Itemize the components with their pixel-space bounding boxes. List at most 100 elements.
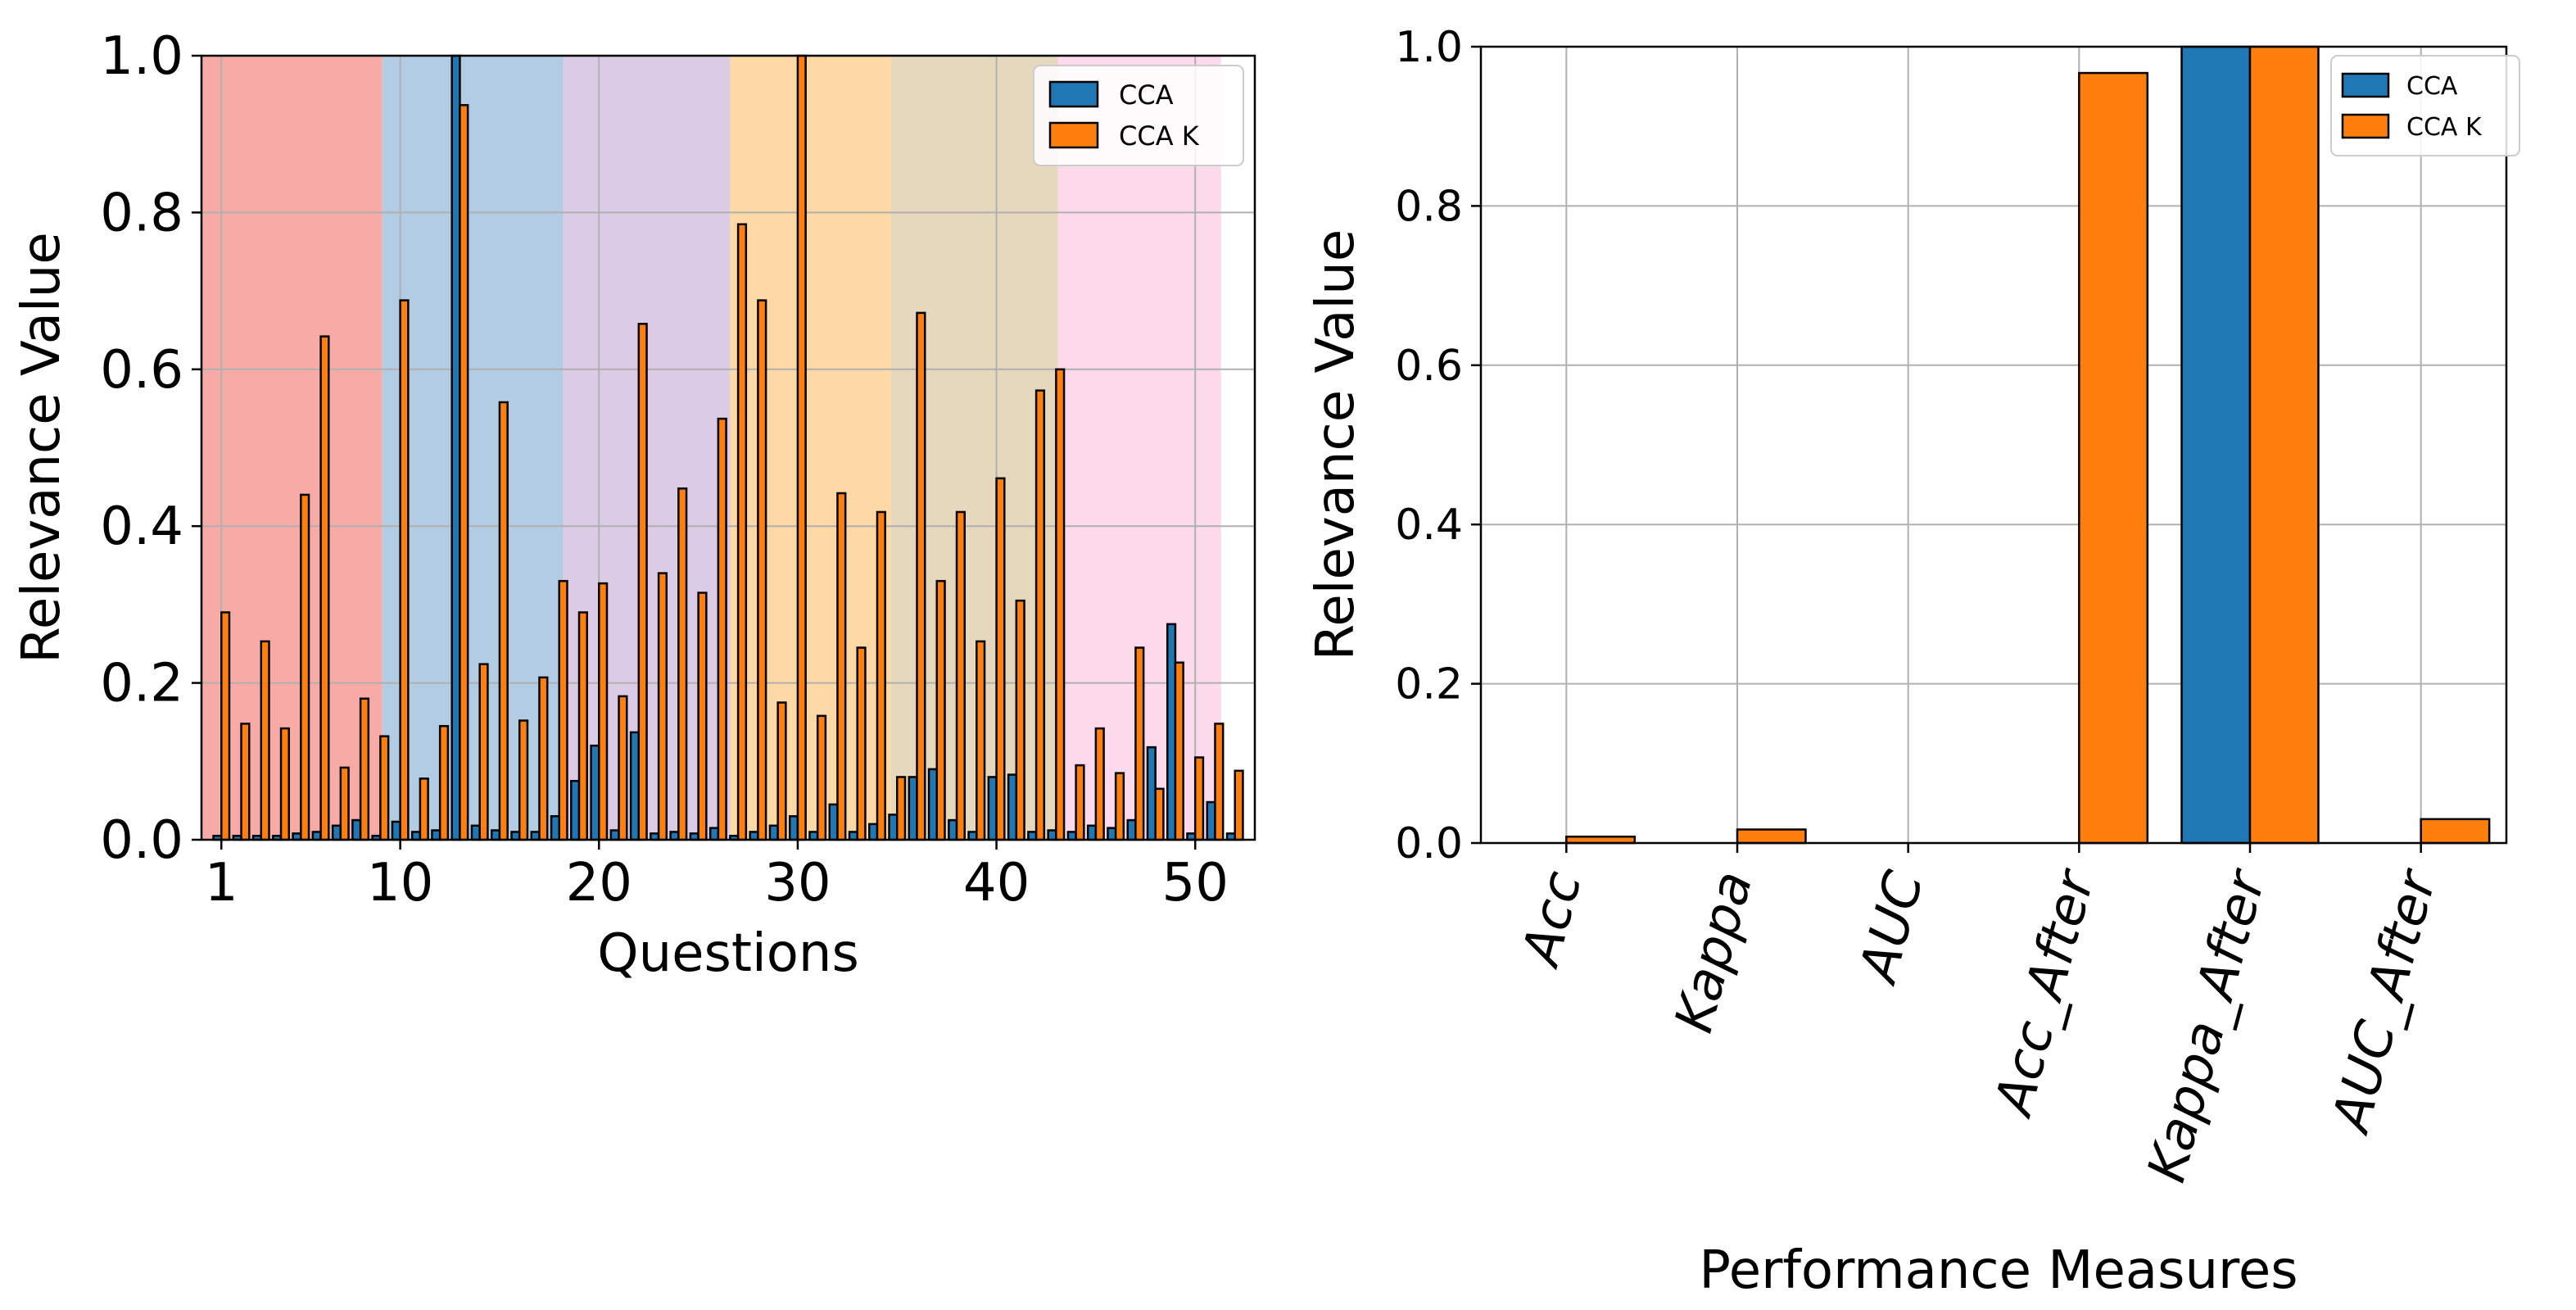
bar-cca-k <box>419 777 429 841</box>
legend-label: CCA K <box>1119 120 1200 152</box>
left-ticks: 1 10 20 30 40 50 0.0 0.2 0.4 0.6 0.8 1.0 <box>100 26 1229 913</box>
bar-cca <box>669 831 680 841</box>
bar-cca-k <box>796 54 807 841</box>
bar-cca-k <box>459 104 469 841</box>
bar-cca <box>808 831 819 841</box>
left-plot-frame <box>200 54 1256 841</box>
bar-cca <box>331 824 342 841</box>
left-bars <box>212 54 1244 841</box>
question-group-bands <box>201 56 1221 840</box>
bar-cca-k <box>2420 818 2491 845</box>
bar-cca-k <box>538 676 549 841</box>
bar-cca-k <box>816 714 827 841</box>
right-y-tick-label: 0.8 <box>1395 182 1463 231</box>
bar-cca-k <box>438 724 450 841</box>
bar-cca-k <box>657 572 668 841</box>
question-group-band <box>382 56 564 840</box>
bar-cca <box>749 831 759 841</box>
legend-swatch <box>1048 121 1099 149</box>
bar-cca <box>987 776 998 841</box>
right-x-axis-label: Performance Measures <box>1699 1240 2298 1301</box>
bar-cca-k <box>339 766 350 841</box>
bar-cca <box>1086 824 1098 841</box>
questions-relevance-chart: 1 10 20 30 40 500.00.20.40.60.81.0 Questions … <box>11 26 1256 984</box>
bar-cca <box>709 827 720 841</box>
bar-cca-k <box>637 323 648 841</box>
right-x-tick-label: Acc_After <box>1983 862 2107 1123</box>
left-y-tick-label: 0.4 <box>100 496 183 557</box>
right-gridlines <box>1481 46 2506 844</box>
bar-cca-k <box>677 487 688 841</box>
bar-cca-k <box>300 493 310 841</box>
bar-cca-k <box>399 299 410 841</box>
bar-cca <box>450 54 461 841</box>
performance-measures-chart: Acc Kappa AUC Acc_After Kappa_After AUC_After… <box>1306 23 2520 1301</box>
bar-cca-k <box>478 663 489 841</box>
question-group-band <box>730 56 891 840</box>
bar-cca <box>848 831 858 841</box>
bar-cca-k <box>1114 772 1125 841</box>
bar-cca-k <box>955 510 966 841</box>
bar-cca-k <box>518 719 529 841</box>
bar-cca <box>530 831 541 841</box>
bar-cca <box>609 829 620 841</box>
bar-cca-k <box>1214 723 1225 841</box>
bar-cca <box>908 776 918 841</box>
bar-cca <box>1047 829 1057 841</box>
legend-swatch <box>2341 72 2390 98</box>
bar-cca-k <box>1154 787 1165 841</box>
bar-cca <box>788 815 799 841</box>
bar-cca-k <box>876 510 886 841</box>
bar-cca <box>768 824 779 841</box>
legend-label: CCA <box>2406 72 2458 101</box>
bar-cca <box>410 831 422 841</box>
bar-cca <box>2180 45 2252 845</box>
right-y-tick-label: 0.2 <box>1395 660 1463 709</box>
bar-cca-k <box>1034 389 1046 841</box>
legend-swatch <box>2341 113 2390 139</box>
bar-cca-k <box>279 727 291 841</box>
left-x-axis-label: Questions <box>597 923 859 984</box>
bar-cca <box>1107 827 1117 841</box>
right-plot-frame <box>1479 45 2508 845</box>
bar-cca <box>550 815 561 841</box>
bar-cca <box>1066 831 1077 841</box>
left-y-tick-label: 0.8 <box>100 183 183 243</box>
bar-cca <box>510 831 521 841</box>
bar-cca-k <box>260 640 270 841</box>
bar-cca-k <box>736 223 748 841</box>
bar-cca <box>590 744 600 841</box>
bar-cca <box>629 731 641 841</box>
bar-cca <box>948 818 958 841</box>
bar-cca <box>570 779 581 841</box>
left-x-tick-label: 30 <box>764 853 831 913</box>
bar-cca-k <box>618 695 628 841</box>
right-x-tick-label: Kappa <box>1664 865 1764 1039</box>
bar-cca-k <box>1094 727 1105 841</box>
right-x-tick-label: Kappa_After <box>2136 862 2278 1188</box>
bar-cca-k <box>2248 45 2320 845</box>
bar-cca-k <box>598 582 609 841</box>
bar-cca-k <box>1174 661 1184 841</box>
bar-cca <box>967 831 978 841</box>
bar-cca-k <box>717 417 727 841</box>
legend-label: CCA K <box>2406 113 2483 142</box>
bar-cca <box>1166 623 1177 841</box>
bar-cca-k <box>1134 646 1145 841</box>
bar-cca-k <box>1055 368 1066 841</box>
bar-cca <box>927 768 939 841</box>
bar-cca <box>1146 746 1157 841</box>
bar-cca-k <box>1193 756 1205 841</box>
bar-cca-k <box>895 776 907 841</box>
right-y-tick-label: 0.0 <box>1395 819 1463 868</box>
legend-label: CCA <box>1119 79 1174 111</box>
bar-cca <box>431 829 441 841</box>
right-y-axis-label: Relevance Value <box>1306 229 1366 660</box>
left-y-tick-label: 1.0 <box>100 26 183 87</box>
bar-cca <box>888 814 899 841</box>
left-legend: CCA CCA K <box>1033 65 1244 166</box>
bar-cca-k <box>757 299 767 841</box>
left-x-tick-label: 20 <box>566 853 632 913</box>
question-group-band <box>201 56 383 840</box>
